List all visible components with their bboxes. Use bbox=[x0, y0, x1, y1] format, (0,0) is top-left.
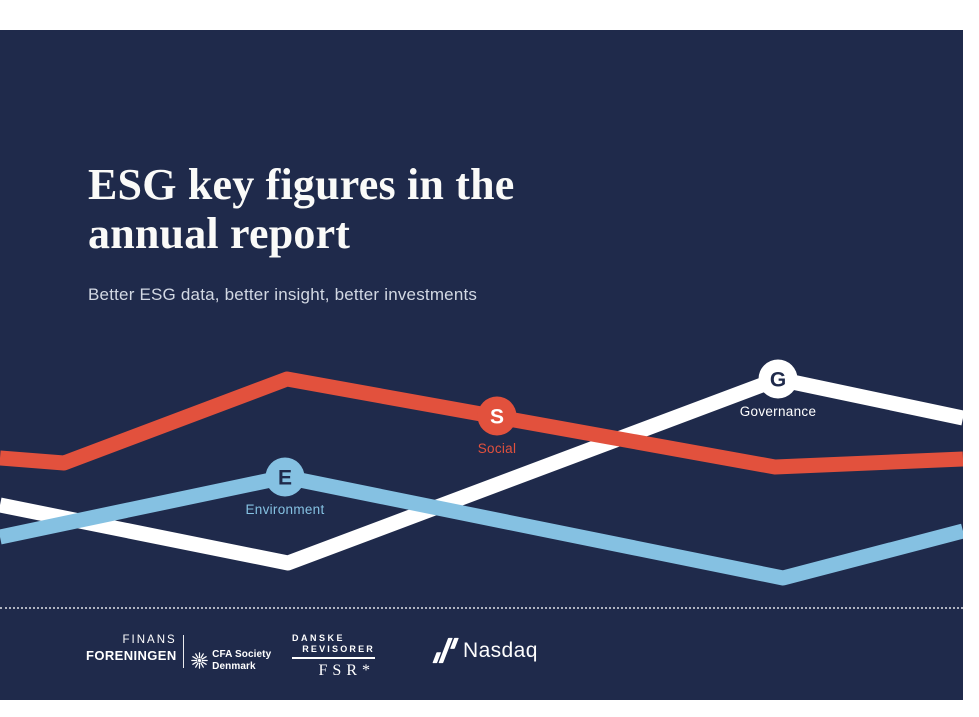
hero-block: ESG key figures in the annual report Bett… bbox=[88, 160, 515, 305]
fsr-danske-text: DANSKE bbox=[292, 633, 346, 643]
page-title-line2: annual report bbox=[88, 209, 351, 258]
finans-text: FINANS bbox=[122, 634, 177, 646]
foreningen-text: FORENINGEN bbox=[86, 647, 177, 663]
fsr-rule bbox=[292, 657, 375, 659]
report-cover-page: ESG key figures in the annual report Bett… bbox=[0, 30, 963, 700]
cfa-society-text: CFA Society Denmark bbox=[212, 649, 271, 673]
marker-social: S Social bbox=[477, 396, 517, 456]
cfa-society-line1: CFA Society bbox=[212, 649, 272, 660]
trend-line-governance bbox=[0, 371, 963, 571]
marker-letter-governance: G bbox=[770, 369, 786, 392]
page-subtitle: Better ESG data, better insight, better … bbox=[88, 285, 478, 304]
trend-line-social bbox=[0, 371, 963, 475]
logo-finansforeningen: FINANS FORENINGEN bbox=[86, 634, 271, 673]
marker-environment: E Environment bbox=[245, 457, 324, 517]
decorative-line-chart: G Governance E Environment S Social bbox=[0, 359, 963, 586]
marker-circle-governance bbox=[758, 359, 798, 399]
page-title: ESG key figures in the annual report bbox=[88, 160, 515, 258]
marker-letter-social: S bbox=[490, 406, 504, 429]
cfa-society-mark: CFA Society Denmark bbox=[190, 649, 271, 673]
trend-line-environment bbox=[0, 469, 963, 586]
marker-governance: G Governance bbox=[740, 359, 817, 419]
page-title-line1: ESG key figures in the bbox=[88, 160, 515, 209]
logo-nasdaq: Nasdaq bbox=[432, 635, 538, 666]
marker-label-environment: Environment bbox=[245, 502, 324, 517]
fsr-acronym-text: FSR* bbox=[318, 662, 375, 679]
nasdaq-wordmark: Nasdaq bbox=[463, 638, 538, 662]
finansforeningen-wordmark: FINANS FORENINGEN bbox=[86, 634, 177, 663]
nasdaq-n-icon bbox=[432, 637, 459, 664]
cfa-rosette-icon bbox=[191, 652, 208, 670]
marker-circle-social bbox=[477, 396, 517, 436]
marker-label-social: Social bbox=[478, 441, 517, 456]
marker-letter-environment: E bbox=[278, 467, 292, 490]
marker-circle-environment bbox=[265, 457, 305, 497]
marker-label-governance: Governance bbox=[740, 404, 817, 419]
cfa-society-line2: Denmark bbox=[212, 660, 256, 672]
logo-divider bbox=[182, 635, 185, 668]
dotted-divider bbox=[0, 607, 963, 609]
logo-fsr-danske-revisorer: DANSKE REVISORER FSR* bbox=[292, 633, 375, 680]
fsr-revisorer-text: REVISORER bbox=[302, 644, 375, 654]
